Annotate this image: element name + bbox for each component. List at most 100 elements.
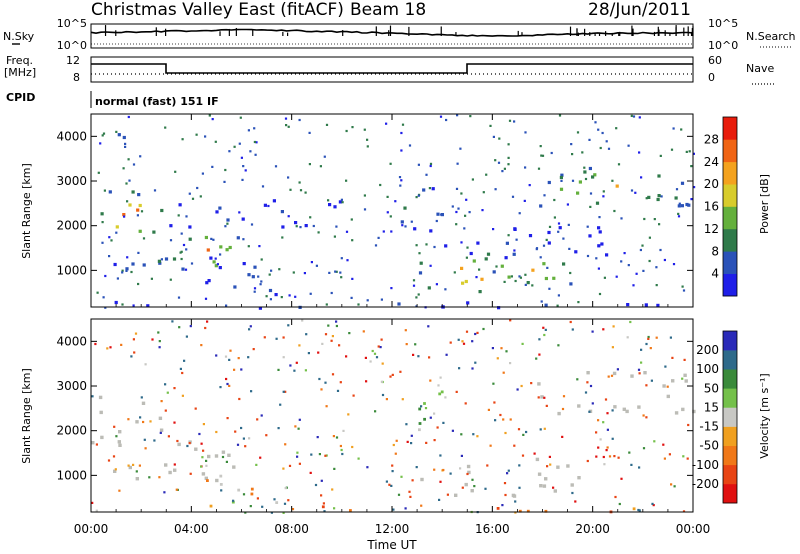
velocity-cell [439, 454, 442, 457]
velocity-cell [91, 501, 94, 504]
power-cell [191, 197, 195, 200]
power-cell [543, 194, 546, 197]
power-cell [188, 225, 192, 229]
velocity-cell [178, 326, 181, 329]
velocity-cell [275, 501, 279, 504]
power-cell [268, 288, 273, 293]
power-cell [288, 294, 291, 297]
power-cell [481, 209, 484, 212]
ground-scatter-cell [622, 407, 626, 411]
ground-scatter-cell [625, 409, 629, 414]
velocity-cell [237, 357, 240, 360]
ground-scatter-cell [537, 382, 541, 386]
velocity-cell [357, 457, 360, 460]
power-cell [523, 199, 526, 202]
velocity-cell [335, 436, 339, 439]
velocity-cell [418, 422, 422, 425]
power-cell [674, 196, 678, 200]
velocity-colorbar-tick: 200 [696, 343, 719, 357]
power-cell [226, 218, 230, 222]
power-cell [108, 190, 112, 194]
velocity-cell [687, 423, 690, 427]
velocity-cell [491, 347, 494, 350]
ground-scatter-cell [671, 379, 675, 383]
power-cell [681, 285, 684, 288]
colorbar-swatch [723, 483, 737, 504]
velocity-cell [339, 381, 342, 384]
ground-scatter-cell [168, 470, 172, 475]
power-cell [335, 270, 338, 273]
power-cell [501, 170, 504, 173]
power-cell [417, 293, 420, 296]
velocity-cell [465, 330, 469, 333]
power-cell [127, 115, 130, 119]
frequency-trace [91, 63, 693, 74]
power-cell [469, 115, 472, 118]
ground-scatter-cell [159, 428, 164, 432]
power-cell [599, 146, 602, 150]
velocity-cell [335, 320, 338, 323]
ground-scatter-cell [128, 465, 132, 470]
velocity-cell [167, 435, 170, 438]
power-cell [597, 244, 601, 248]
velocity-cell [637, 508, 640, 512]
velocity-cell [500, 347, 503, 350]
power-cell [334, 270, 337, 273]
power-cell [505, 241, 509, 245]
colorbar-swatch [723, 251, 737, 274]
velocity-cell [461, 340, 464, 343]
freq-label-line2: [MHz] [4, 66, 36, 79]
velocity-cell [294, 425, 297, 428]
power-cell [224, 225, 227, 228]
power-cell [308, 131, 311, 134]
freq-tick-bottom: 8 [73, 71, 80, 84]
velocity-cell [263, 336, 266, 339]
power-cell [132, 304, 135, 307]
colorbar-swatch [723, 407, 737, 427]
power-cell [418, 252, 421, 255]
velocity-cell [248, 437, 251, 440]
power-cell [205, 281, 209, 285]
colorbar-swatch [723, 161, 737, 185]
power-cell [602, 190, 605, 193]
velocity-cell [321, 505, 325, 509]
ground-scatter-cell [118, 443, 122, 447]
velocity-cell [418, 407, 422, 411]
velocity-cell [438, 498, 441, 501]
velocity-cell [377, 345, 380, 348]
power-cell [225, 304, 228, 307]
power-cell [468, 211, 471, 214]
power-cell [400, 220, 404, 224]
ground-scatter-cell [542, 484, 547, 488]
power-cell [185, 248, 188, 251]
ground-scatter-cell [512, 494, 517, 498]
velocity-cell [314, 483, 318, 487]
velocity-cell [158, 340, 161, 343]
velocity-cell [499, 413, 502, 417]
power-cell [125, 267, 129, 271]
power-cell [519, 276, 522, 279]
power-cell [659, 248, 662, 252]
ground-scatter-cell [539, 484, 543, 488]
velocity-cell [649, 347, 652, 350]
velocity-panel: 1000 2000 3000 4000 Slant Range [km] [20, 318, 696, 514]
velocity-cell [546, 465, 549, 468]
velocity-cell [394, 452, 397, 455]
velocity-cell [423, 402, 426, 405]
power-panel-frame [90, 113, 694, 308]
power-cell [239, 116, 242, 119]
velocity-cell [381, 362, 384, 365]
power-cell [211, 118, 214, 121]
power-cell [682, 289, 686, 292]
power-cell [678, 202, 681, 205]
power-cell [480, 277, 484, 281]
power-cell [121, 269, 124, 272]
power-cell [658, 223, 661, 226]
velocity-cell [455, 390, 458, 393]
velocity-cell [256, 418, 259, 421]
power-cell [319, 165, 322, 168]
power-cell [526, 281, 530, 285]
power-cell [620, 260, 623, 263]
power-cell [181, 267, 185, 271]
velocity-cell [228, 358, 231, 361]
